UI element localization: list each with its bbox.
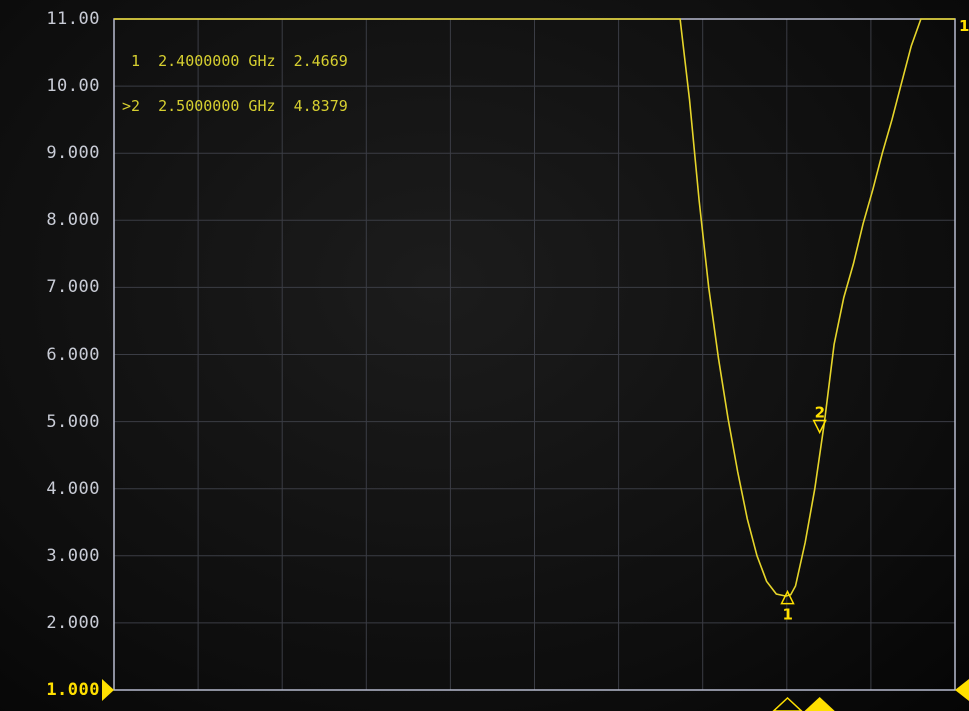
y-tick-label: 3.000 — [46, 545, 100, 566]
reference-level-pointer[interactable] — [102, 679, 114, 701]
marker-readout: 1 2.4000000 GHz 2.4669 >2 2.5000000 GHz … — [122, 24, 348, 144]
marker-2-stimulus-pointer[interactable] — [804, 696, 835, 711]
y-tick-label: 2.000 — [46, 612, 100, 633]
y-tick-label: 7.000 — [46, 277, 100, 298]
y-tick-label: 5.000 — [46, 411, 100, 432]
y-tick-label: 4.000 — [46, 478, 100, 499]
marker-2[interactable]: 2 — [812, 403, 827, 435]
marker-readout-row: 1 2.4000000 GHz 2.4669 — [122, 52, 348, 70]
marker-triangle-icon — [812, 419, 827, 435]
marker-number: 1 — [783, 606, 793, 624]
y-tick-label: 10.00 — [46, 76, 100, 97]
y-tick-label: 8.000 — [46, 210, 100, 231]
reference-level-label: 1.000 — [46, 680, 100, 700]
y-tick-label: 9.000 — [46, 143, 100, 164]
right-edge-label: 1 — [959, 17, 969, 35]
markers: 12 — [772, 403, 835, 711]
marker-triangle-icon — [780, 589, 795, 605]
trace-line — [114, 18, 955, 597]
right-edge-pointer — [955, 679, 969, 701]
marker-1[interactable]: 1 — [780, 589, 795, 624]
marker-number: 2 — [815, 403, 825, 421]
marker-readout-row: >2 2.5000000 GHz 4.8379 — [122, 97, 348, 115]
marker-1-stimulus-pointer[interactable] — [772, 696, 803, 711]
y-tick-label: 6.000 — [46, 344, 100, 365]
y-tick-label: 11.00 — [46, 9, 100, 29]
